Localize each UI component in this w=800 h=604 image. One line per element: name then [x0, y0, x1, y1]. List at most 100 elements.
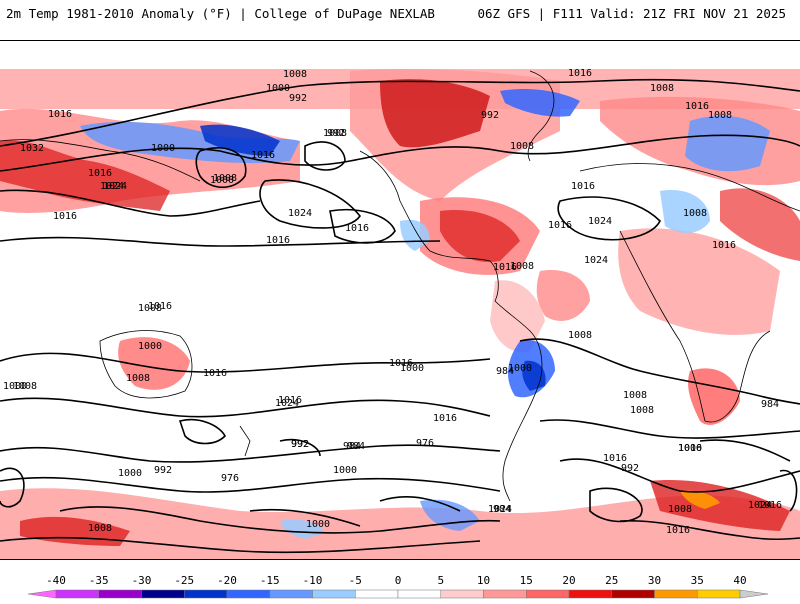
- contour-label: 976: [416, 438, 434, 449]
- colorbar-tick-label: 40: [733, 574, 746, 587]
- colorbar-swatch: [55, 589, 99, 599]
- contour-label: 1000: [151, 143, 175, 154]
- contour-label: 1000: [306, 519, 330, 530]
- contour-label: 984: [496, 366, 514, 377]
- contour-label: 1000: [678, 443, 702, 454]
- cold-anomaly-layer: [80, 89, 770, 539]
- colorbar-tick-label: 30: [648, 574, 661, 587]
- contour-label: 1016: [48, 109, 72, 120]
- weather-map: 1008100099210161008101610089921008101610…: [0, 40, 800, 560]
- colorbar-tick-label: 10: [477, 574, 490, 587]
- contour-label: 1008: [323, 128, 347, 139]
- contour-label: 992: [289, 93, 307, 104]
- contour-label: 992: [291, 439, 309, 450]
- contour-label: 992: [481, 110, 499, 121]
- contour-label: 1016: [53, 211, 77, 222]
- contour-label: 1008: [510, 261, 534, 272]
- contour-label: 1016: [548, 220, 572, 231]
- contour-label: 984: [347, 441, 365, 452]
- header: 2m Temp 1981-2010 Anomaly (°F) | College…: [0, 0, 800, 28]
- contour-label: 1024: [103, 181, 127, 192]
- contour-label: 1008: [213, 173, 237, 184]
- contour-label: 1024: [588, 216, 612, 227]
- contour-label: 1008: [126, 373, 150, 384]
- contour-label: 1016: [712, 240, 736, 251]
- contour-label: 1000: [333, 465, 357, 476]
- colorbar-tick-label: 15: [520, 574, 533, 587]
- colorbar-swatch: [312, 589, 356, 599]
- colorbar-tick-label: -10: [303, 574, 323, 587]
- colorbar-max-triangle: [739, 589, 769, 599]
- colorbar-tick-label: 0: [395, 574, 402, 587]
- contour-label: 1024: [288, 208, 312, 219]
- colorbar-swatch: [611, 589, 655, 599]
- contour-label: 992: [621, 463, 639, 474]
- contour-label: 1000: [210, 175, 234, 186]
- contour-label: 1008: [630, 405, 654, 416]
- contour-label: 1008: [623, 390, 647, 401]
- contour-label: 1032: [20, 143, 44, 154]
- contour-label: 1000: [266, 83, 290, 94]
- contour-label: 984: [493, 504, 511, 515]
- contour-label: 1000: [400, 363, 424, 374]
- contour-label: 1024: [748, 500, 772, 511]
- colorbar-tick-label: -5: [349, 574, 362, 587]
- contour-label: 1000: [508, 363, 532, 374]
- contour-label: 984: [761, 399, 779, 410]
- contour-label: 1016: [433, 413, 457, 424]
- contour-label: 1016: [345, 223, 369, 234]
- contour-label: 1008: [88, 523, 112, 534]
- colorbar-swatch: [654, 589, 698, 599]
- contour-label: 1000: [118, 468, 142, 479]
- model-run-info: 06Z GFS | F111 Valid: 21Z FRI NOV 21 202…: [477, 6, 786, 21]
- contour-label: 1008: [283, 69, 307, 80]
- colorbar-tick-label: 5: [437, 574, 444, 587]
- colorbar-swatch: [440, 589, 484, 599]
- colorbar-swatch: [226, 589, 270, 599]
- contour-label: 992: [154, 465, 172, 476]
- contour-labels: 1008100099210161008101610089921008101610…: [3, 68, 782, 536]
- contour-label: 1016: [251, 150, 275, 161]
- colorbar-swatch: [526, 589, 570, 599]
- colorbar-swatch: [184, 589, 228, 599]
- contour-label: 1024: [584, 255, 608, 266]
- contour-label: 1016: [568, 68, 592, 79]
- contour-label: 1016: [603, 453, 627, 464]
- colorbar-tick-label: -15: [260, 574, 280, 587]
- colorbar-swatch: [355, 589, 399, 599]
- contour-label: 1000: [3, 381, 27, 392]
- colorbar-swatch: [568, 589, 612, 599]
- contour-label: 1008: [568, 330, 592, 341]
- contour-label: 992: [291, 439, 309, 450]
- contour-label: 1008: [650, 83, 674, 94]
- coastlines: [0, 70, 800, 502]
- contour-label: 1008: [138, 303, 162, 314]
- contour-label: 1016: [266, 235, 290, 246]
- colorbar-canvas: -40 -35 -30 -25 -20 -15 -10 -5 0 5 10 15 20 25 30 35 40: [27, 574, 769, 599]
- contour-label: 1008: [510, 141, 534, 152]
- contour-label: 1016: [758, 500, 782, 511]
- contour-label: 1024: [275, 398, 299, 409]
- colorbar-min-triangle: [27, 589, 57, 599]
- colorbar-swatch: [269, 589, 313, 599]
- contour-label: 984: [343, 441, 361, 452]
- contour-label: 1008: [683, 208, 707, 219]
- colorbar-tick-label: -40: [46, 574, 66, 587]
- colorbar-tick-label: -35: [89, 574, 109, 587]
- contour-label: 976: [221, 473, 239, 484]
- contour-label: 992: [327, 128, 345, 139]
- contour-label: 1008: [708, 110, 732, 121]
- contour-label: 1016: [203, 368, 227, 379]
- contour-label: 1016: [571, 181, 595, 192]
- contour-label: 1008: [13, 381, 37, 392]
- colorbar-tick-label: 25: [605, 574, 618, 587]
- contour-label: 1024: [488, 504, 512, 515]
- map-title: 2m Temp 1981-2010 Anomaly (°F) | College…: [6, 6, 435, 21]
- colorbar-swatch: [697, 589, 741, 599]
- colorbar-swatch: [483, 589, 527, 599]
- contour-label: 1000: [138, 341, 162, 352]
- colorbar-tick-label: -25: [174, 574, 194, 587]
- colorbar-tick-label: -20: [217, 574, 237, 587]
- colorbar-swatch: [98, 589, 142, 599]
- contour-label: 1016: [685, 101, 709, 112]
